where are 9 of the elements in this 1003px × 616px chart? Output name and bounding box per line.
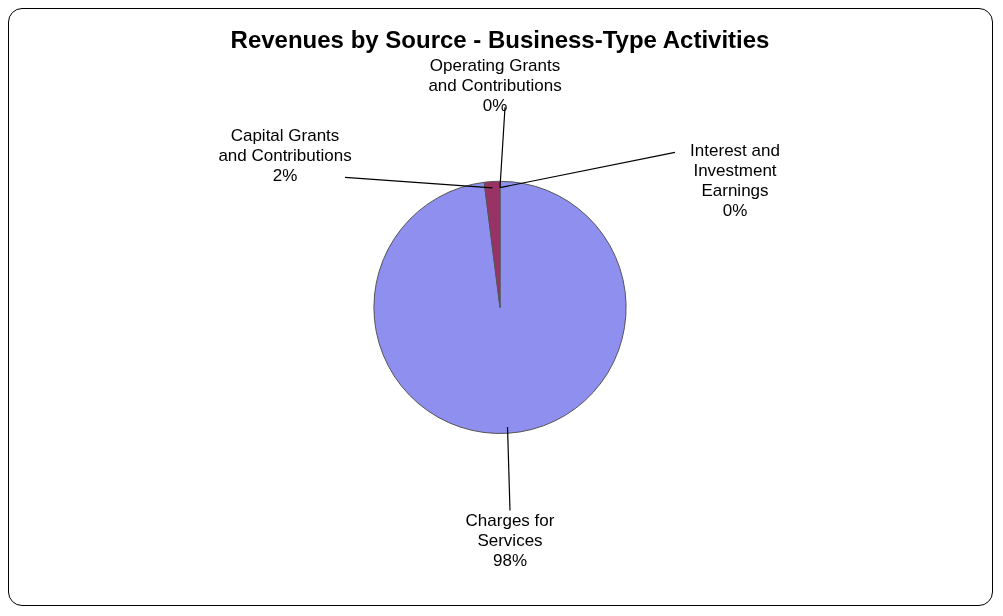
text: 0% bbox=[482, 95, 508, 115]
category-label: Interest and Investment Earnings bbox=[690, 140, 780, 200]
slice-label: Capital Grants and Contributions bbox=[218, 125, 352, 165]
data-label: 2% bbox=[272, 165, 298, 185]
category-label: Operating Grants and Contributions bbox=[428, 55, 562, 95]
data-label: 98% bbox=[492, 550, 528, 570]
slice-label: Charges for Services bbox=[465, 510, 555, 550]
chart-title: Revenues by Source - Business-Type Activities bbox=[230, 26, 770, 54]
text: 0% bbox=[722, 200, 748, 220]
